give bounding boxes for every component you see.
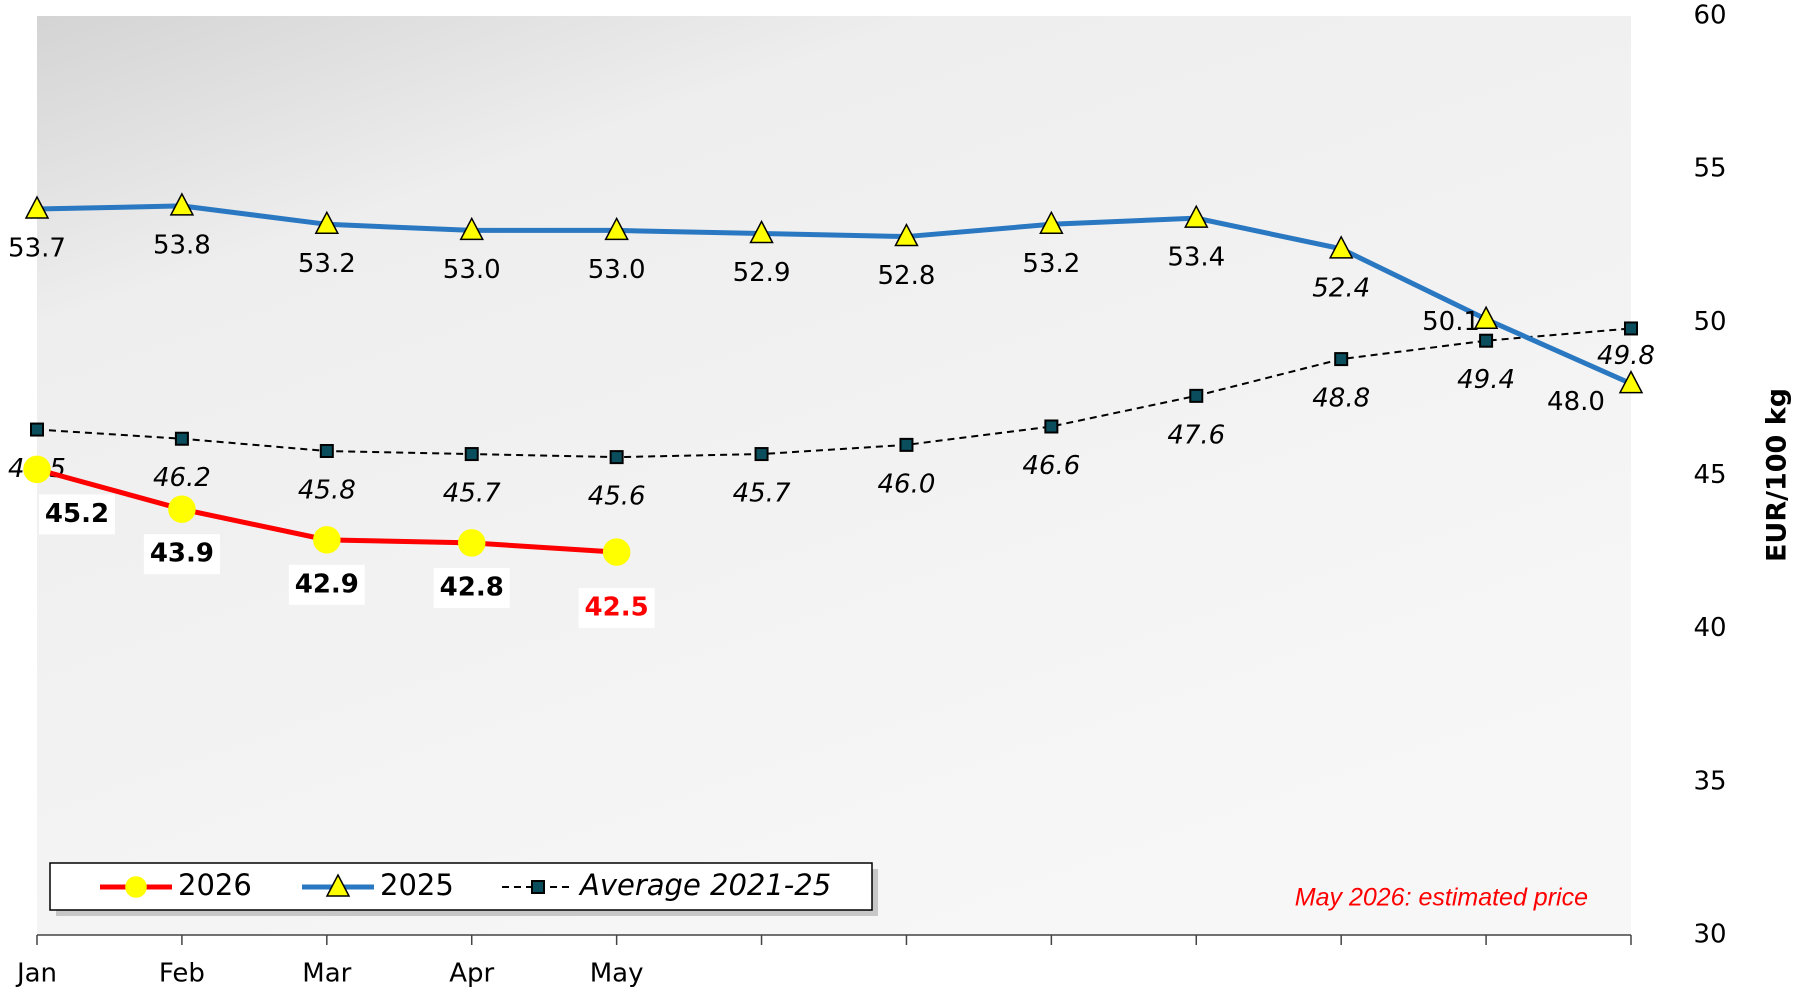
point-marker	[319, 443, 334, 458]
data-label: 42.8	[440, 572, 504, 602]
point-marker	[459, 216, 484, 241]
data-label: 45.2	[45, 499, 109, 529]
y-tick-label: 45	[1693, 460, 1726, 490]
legend-marker	[125, 876, 147, 898]
y-tick-label: 35	[1693, 766, 1726, 796]
x-tick-label: May	[590, 959, 644, 989]
series-line	[36, 327, 1632, 459]
data-label: 46.6	[1022, 451, 1080, 481]
y-tick-label: 60	[1693, 1, 1726, 31]
annotation: May 2026: estimated price	[1295, 884, 1588, 912]
data-label: 53.2	[1022, 249, 1080, 279]
point-marker	[899, 437, 914, 452]
data-label: 42.5	[585, 593, 649, 623]
point-marker	[30, 422, 44, 437]
legend-marker	[531, 880, 545, 894]
data-label: 53.0	[588, 255, 646, 285]
point-marker	[174, 431, 189, 446]
data-label: 52.9	[733, 258, 791, 288]
data-label: 48.8	[1312, 384, 1370, 414]
point-marker	[1334, 352, 1349, 367]
plot-area	[37, 16, 1631, 935]
point-marker	[1624, 321, 1638, 336]
data-label: 53.4	[1167, 243, 1225, 273]
legend-marker	[325, 873, 351, 897]
point-marker	[1184, 204, 1209, 228]
point-marker	[1189, 388, 1204, 403]
label-box	[578, 588, 655, 629]
point-marker	[169, 192, 195, 216]
data-label: 49.8	[1597, 341, 1655, 371]
point-marker	[464, 447, 479, 462]
data-label: 46.0	[878, 469, 936, 499]
data-label: 45.7	[443, 479, 501, 509]
point-marker	[609, 450, 624, 465]
data-label: 52.8	[878, 261, 936, 291]
data-label: 53.0	[443, 255, 501, 285]
data-label: 53.7	[8, 233, 66, 263]
data-label: 53.8	[153, 230, 211, 260]
series-line	[36, 203, 1633, 386]
point-marker	[602, 538, 631, 566]
legend-label: 2025	[380, 868, 454, 902]
point-marker	[1618, 369, 1644, 394]
data-label: 50.1	[1422, 307, 1480, 337]
data-label: 48.0	[1547, 387, 1605, 417]
point-marker	[754, 447, 769, 462]
point-marker	[457, 529, 486, 557]
point-marker	[1473, 305, 1499, 330]
point-marker	[894, 222, 919, 247]
data-label: 45.6	[588, 482, 646, 512]
y-tick-label: 50	[1693, 307, 1726, 337]
x-tick-label: Jan	[15, 959, 57, 989]
x-tick-label: Mar	[302, 959, 351, 989]
y-tick-label: 30	[1693, 920, 1726, 950]
point-marker	[1039, 210, 1064, 235]
x-tick-label: Apr	[449, 959, 494, 989]
point-marker	[24, 195, 50, 219]
point-marker	[749, 219, 774, 244]
data-label: 42.9	[295, 569, 359, 599]
data-label: 53.2	[298, 249, 356, 279]
legend-label: 2026	[178, 868, 252, 902]
data-label: 46.2	[153, 463, 211, 493]
y-axis-label: EUR/100 kg	[1762, 388, 1793, 562]
data-label: 47.6	[1167, 420, 1225, 450]
point-marker	[313, 526, 341, 554]
data-label: 43.9	[150, 539, 214, 569]
y-tick-label: 40	[1693, 613, 1726, 643]
point-marker	[314, 210, 340, 235]
label-box	[433, 567, 510, 608]
data-label: 52.4	[1312, 273, 1370, 303]
label-box	[143, 534, 220, 575]
point-marker	[1328, 235, 1354, 259]
data-label: 45.8	[298, 475, 356, 505]
data-label: 45.7	[733, 479, 791, 509]
point-marker	[1044, 419, 1059, 434]
point-marker	[23, 455, 51, 484]
legend-label: Average 2021-25	[578, 868, 831, 902]
x-tick-label: Feb	[159, 959, 205, 989]
y-tick-label: 55	[1693, 154, 1726, 184]
label-box	[288, 564, 365, 605]
point-marker	[168, 495, 196, 523]
data-label: 49.4	[1457, 365, 1515, 395]
legend	[49, 862, 873, 911]
point-marker	[1479, 333, 1494, 348]
point-marker	[604, 216, 629, 241]
label-box	[39, 494, 115, 535]
